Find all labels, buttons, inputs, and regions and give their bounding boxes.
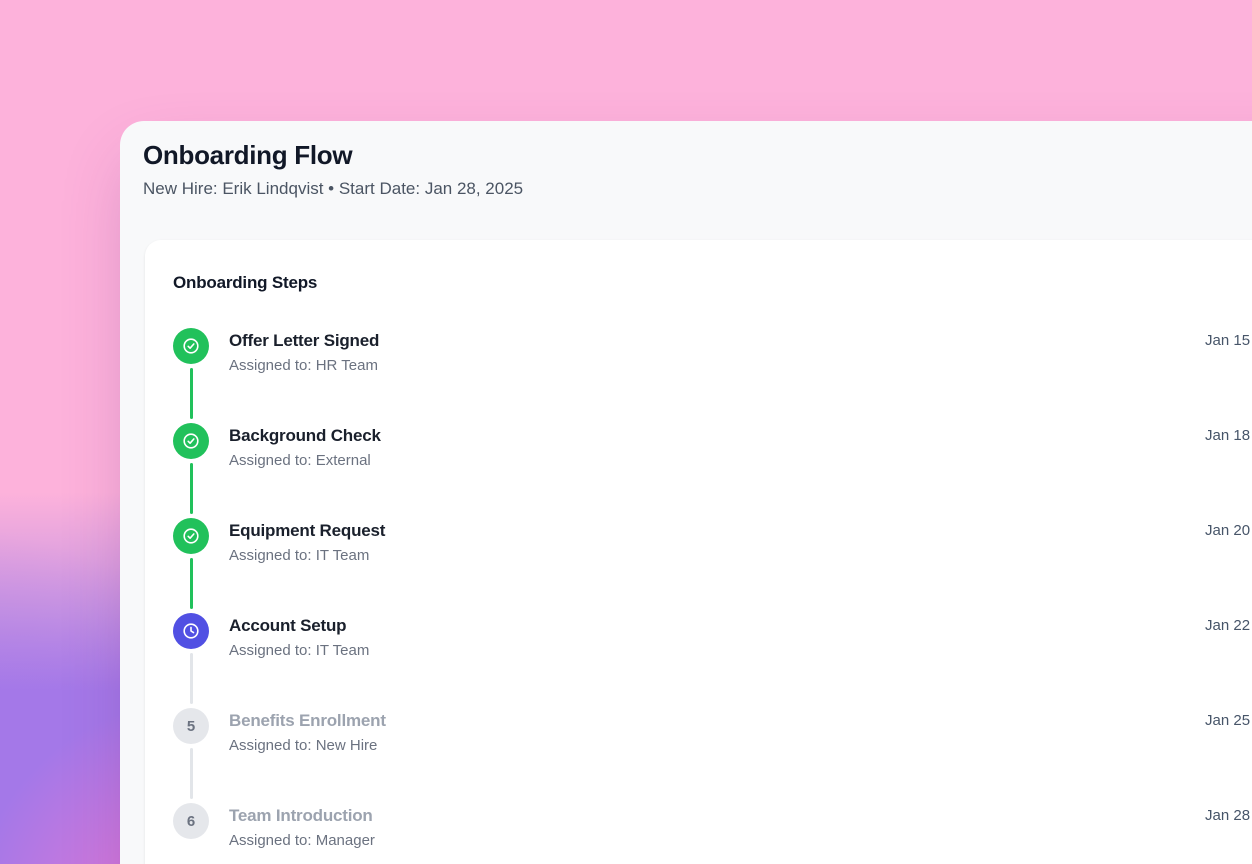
step-number-badge: 6 [173,803,209,839]
clock-icon [173,613,209,649]
check-circle-icon [173,423,209,459]
onboarding-steps-card: Onboarding Steps Offer Letter Signed Ass… [145,240,1252,864]
step-title: Offer Letter Signed [229,331,380,350]
step-title: Background Check [229,426,381,445]
step-row: Background Check Assigned to: External J… [173,423,1252,518]
step-assigned-to: Assigned to: IT Team [229,547,370,564]
step-title: Equipment Request [229,521,386,540]
step-date: Jan 25 [1205,712,1251,729]
step-marker-column [173,518,209,609]
step-assigned-to: Assigned to: Manager [229,832,375,849]
step-texts: Account Setup Assigned to: IT Team [229,613,369,661]
step-assigned-to: Assigned to: External [229,452,371,469]
step-texts: Offer Letter Signed Assigned to: HR Team [229,328,379,376]
steps-card-heading: Onboarding Steps [173,273,318,292]
step-marker-column: 6 [173,803,209,839]
step-texts: Background Check Assigned to: External [229,423,381,471]
step-row: Offer Letter Signed Assigned to: HR Team… [173,328,1252,423]
step-texts: Team Introduction Assigned to: Manager [229,803,375,851]
timeline-connector [189,653,193,704]
check-circle-icon [173,518,209,554]
timeline-connector [189,463,193,514]
step-marker-column [173,328,209,419]
page-title: Onboarding Flow [143,140,353,170]
step-texts: Equipment Request Assigned to: IT Team [229,518,385,566]
step-number-badge: 5 [173,708,209,744]
step-row: 5 Benefits Enrollment Assigned to: New H… [173,708,1252,803]
step-row: Account Setup Assigned to: IT Team Jan 2… [173,613,1252,708]
main-card: Onboarding Flow New Hire: Erik Lindqvist… [120,121,1252,864]
page-header: Onboarding Flow New Hire: Erik Lindqvist… [120,121,1252,201]
step-row: 6 Team Introduction Assigned to: Manager… [173,803,1252,864]
step-row: Equipment Request Assigned to: IT Team J… [173,518,1252,613]
timeline-connector [189,558,193,609]
step-date: Jan 20 [1205,522,1251,539]
step-date: Jan 22 [1205,617,1251,634]
step-assigned-to: Assigned to: IT Team [229,642,370,659]
step-assigned-to: Assigned to: New Hire [229,737,378,754]
timeline-connector [189,368,193,419]
step-date: Jan 28 [1205,807,1251,824]
step-texts: Benefits Enrollment Assigned to: New Hir… [229,708,386,756]
page-subtitle: New Hire: Erik Lindqvist • Start Date: J… [143,179,524,198]
step-marker-column: 5 [173,708,209,799]
step-date: Jan 18 [1205,427,1251,444]
step-title: Benefits Enrollment [229,711,386,730]
step-title: Team Introduction [229,806,373,825]
timeline-connector [189,748,193,799]
check-circle-icon [173,328,209,364]
step-date: Jan 15 [1205,332,1251,349]
step-title: Account Setup [229,616,347,635]
steps-list: Offer Letter Signed Assigned to: HR Team… [173,328,1252,864]
step-assigned-to: Assigned to: HR Team [229,357,378,374]
step-marker-column [173,613,209,704]
step-marker-column [173,423,209,514]
